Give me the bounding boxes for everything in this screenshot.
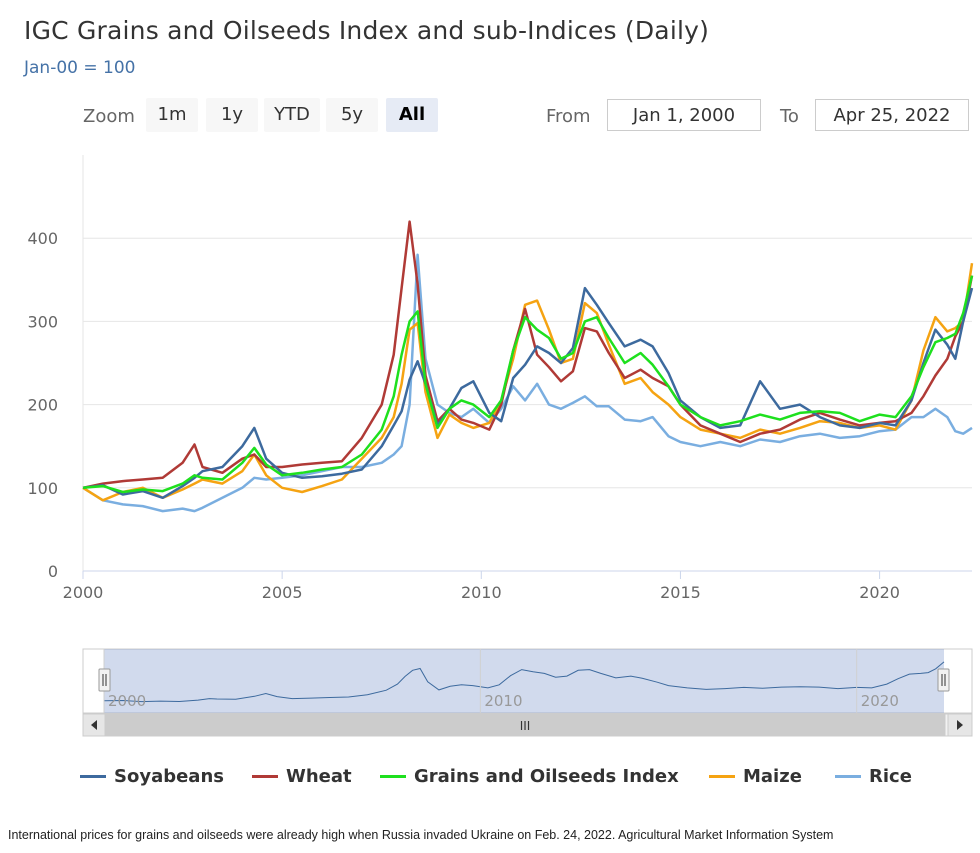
chevron-left-icon	[91, 720, 97, 730]
chevron-right-icon	[957, 720, 963, 730]
navigator-selected-range[interactable]	[104, 649, 944, 713]
legend-label: Rice	[869, 765, 912, 787]
zoom-5y-button[interactable]: 5y	[326, 98, 378, 132]
y-tick-label: 200	[27, 396, 58, 415]
series-lines	[82, 220, 974, 513]
series-line-rice[interactable]	[82, 253, 973, 513]
navigator-right-handle-box[interactable]	[937, 668, 950, 692]
series-line-soyabeans[interactable]	[82, 286, 974, 500]
legend-swatch	[380, 774, 406, 778]
series-line-wheat[interactable]	[82, 220, 974, 490]
scrollbar-thumb[interactable]	[104, 713, 946, 737]
zoom-label: Zoom	[83, 106, 135, 127]
y-tick-label: 300	[27, 312, 58, 331]
navigator-right-handle[interactable]	[937, 668, 950, 692]
scrollbar[interactable]: III	[82, 713, 973, 737]
navigator-tick-label: 2010	[484, 692, 522, 710]
zoom-1y-button[interactable]: 1y	[206, 98, 258, 132]
chart-title: IGC Grains and Oilseeds Index and sub-In…	[24, 16, 710, 45]
axes: 0 100 200 300 400 2000 2005 2010 2015 2020	[27, 229, 972, 602]
navigator[interactable]: 2000 2010 2020	[82, 648, 973, 714]
legend-item-grains-and-oilseeds-index[interactable]: Grains and Oilseeds Index	[380, 764, 679, 788]
legend-item-soyabeans[interactable]: Soyabeans	[80, 764, 224, 788]
figure-caption: International prices for grains and oils…	[8, 828, 834, 842]
y-tick-label: 0	[48, 562, 58, 581]
legend-item-rice[interactable]: Rice	[835, 764, 912, 788]
zoom-1m-button[interactable]: 1m	[146, 98, 198, 132]
navigator-left-handle[interactable]	[98, 668, 111, 692]
navigator-tick-label: 2000	[108, 692, 146, 710]
y-tick-label: 100	[27, 479, 58, 498]
chart-subtitle: Jan-00 = 100	[24, 58, 136, 78]
legend-label: Soyabeans	[114, 765, 224, 787]
from-label: From	[546, 106, 591, 127]
x-tick-label: 2005	[262, 583, 303, 602]
from-date-input[interactable]: Jan 1, 2000	[607, 99, 761, 131]
x-tick-label: 2015	[660, 583, 701, 602]
legend-label: Wheat	[286, 765, 352, 787]
legend-label: Maize	[743, 765, 802, 787]
legend-item-maize[interactable]: Maize	[709, 764, 802, 788]
navigator-ticks: 2000 2010 2020	[103, 649, 899, 713]
legend-item-wheat[interactable]: Wheat	[252, 764, 352, 788]
x-tick-label: 2010	[461, 583, 502, 602]
navigator-frame	[82, 648, 973, 714]
x-tick-label: 2000	[63, 583, 104, 602]
legend-swatch	[80, 774, 106, 778]
zoom-all-button[interactable]: All	[386, 98, 438, 132]
legend-swatch	[835, 774, 861, 778]
legend-swatch	[252, 774, 278, 778]
to-date-input[interactable]: Apr 25, 2022	[815, 99, 969, 131]
y-tick-label: 400	[27, 229, 58, 248]
series-line-maize[interactable]	[82, 263, 974, 502]
series-line-grains-and-oilseeds-index[interactable]	[82, 275, 974, 494]
scrollbar-grip: III	[520, 719, 531, 733]
legend-label: Grains and Oilseeds Index	[414, 765, 679, 787]
to-label: To	[780, 106, 799, 127]
legend-swatch	[709, 774, 735, 778]
navigator-tick-label: 2020	[861, 692, 899, 710]
navigator-series-line	[103, 661, 945, 703]
zoom-ytd-button[interactable]: YTD	[264, 98, 320, 132]
x-tick-label: 2020	[859, 583, 900, 602]
navigator-left-handle-box[interactable]	[98, 668, 111, 692]
